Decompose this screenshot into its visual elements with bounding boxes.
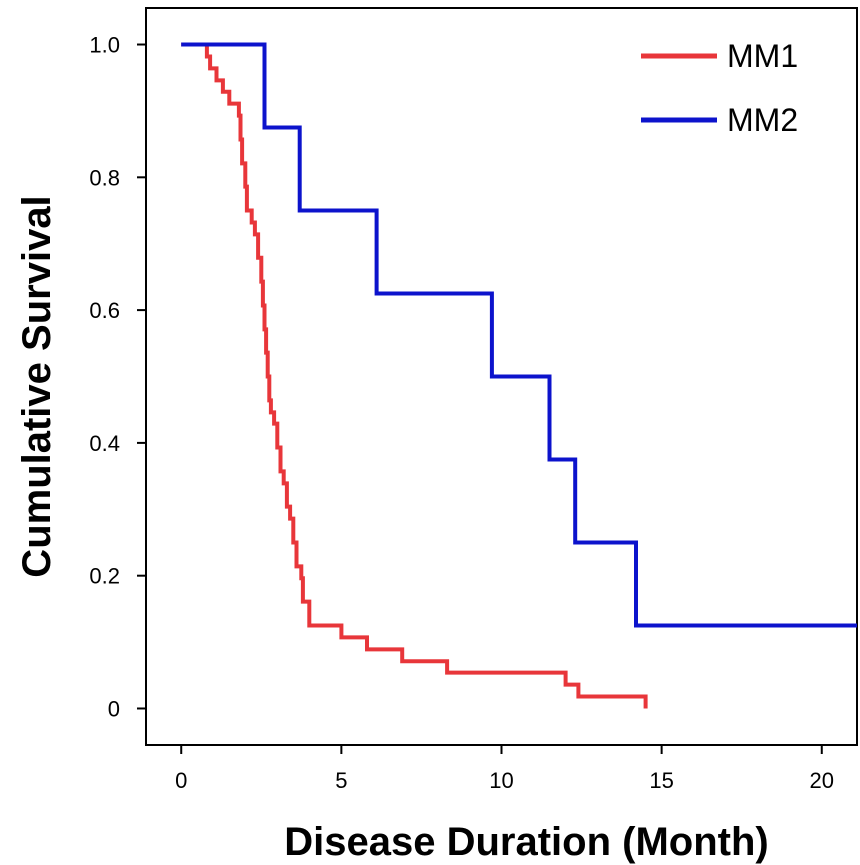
y-tick-label: 0.2 (89, 564, 120, 589)
x-tick-label: 10 (489, 768, 513, 793)
x-tick-label: 15 (649, 768, 673, 793)
x-tick-label: 0 (175, 768, 187, 793)
x-axis-ticks: 0 5 10 15 20 (175, 745, 834, 793)
y-tick-label: 0 (108, 696, 120, 721)
legend: MM1 MM2 (641, 38, 798, 138)
legend-label-mm1: MM1 (727, 38, 798, 74)
y-tick-label: 0.4 (89, 431, 120, 456)
x-tick-label: 20 (810, 768, 834, 793)
series-line-mm2 (181, 42, 857, 628)
y-tick-label: 0.6 (89, 298, 120, 323)
y-tick-label: 1.0 (89, 33, 120, 58)
x-axis-title: Disease Duration (Month) (284, 820, 768, 864)
x-tick-label: 5 (335, 768, 347, 793)
y-axis-title: Cumulative Survival (15, 195, 59, 577)
series-group (181, 42, 857, 709)
legend-label-mm2: MM2 (727, 102, 798, 138)
y-axis-ticks: 0 0.2 0.4 0.6 0.8 1.0 (89, 33, 146, 721)
series-line-mm1 (181, 42, 648, 709)
y-tick-label: 0.8 (89, 165, 120, 190)
